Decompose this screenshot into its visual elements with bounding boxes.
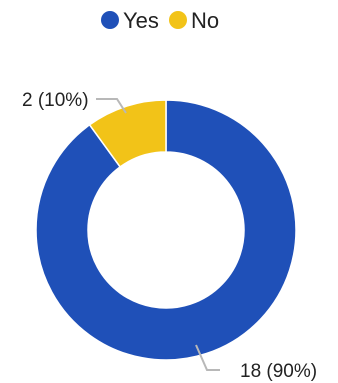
legend-label-no: No: [191, 8, 219, 33]
legend-marker-yes: [101, 11, 119, 29]
data-label-yes: 18 (90%): [240, 361, 317, 382]
leader-lines: [96, 98, 220, 371]
data-label-no: 2 (10%): [22, 90, 89, 111]
donut-slice-yes: [35, 99, 297, 361]
leader-line-no: [96, 98, 127, 114]
legend-label-yes: Yes: [123, 8, 159, 33]
donut-slice-no: [88, 99, 167, 168]
legend-marker-no: [169, 11, 187, 29]
donut-slices: [35, 99, 297, 361]
leader-line-yes: [195, 344, 220, 371]
legend: Yes No: [101, 8, 219, 33]
